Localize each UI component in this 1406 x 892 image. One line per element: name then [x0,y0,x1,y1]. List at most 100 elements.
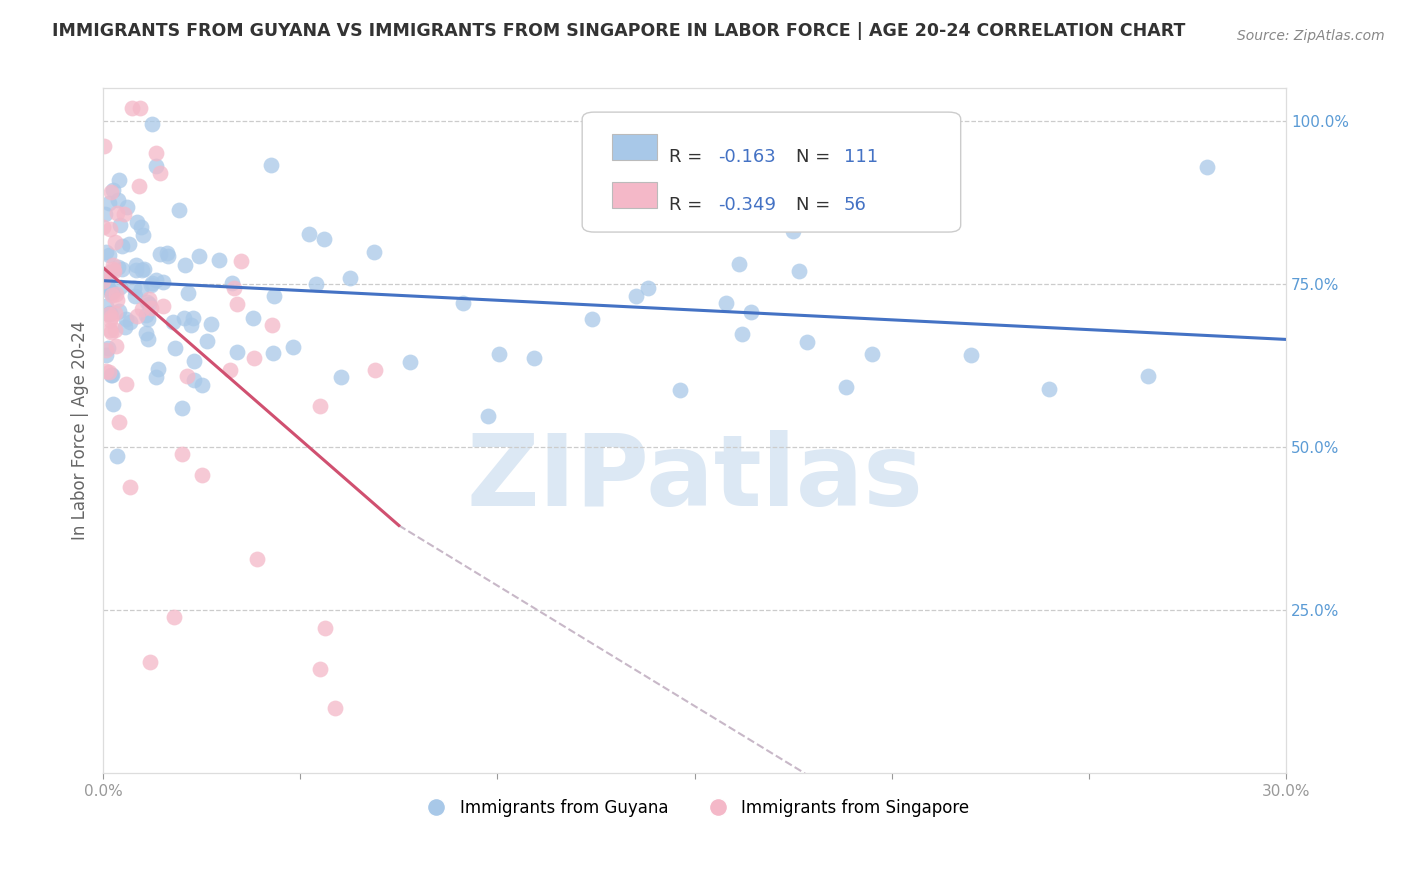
Point [101,285,124,300]
Point [145,273,167,287]
Text: N =: N = [796,148,837,166]
Text: ZIPatlas: ZIPatlas [467,430,922,527]
Point [242,310,264,325]
Point [208,253,231,268]
Point [105,287,128,301]
Point [138,332,160,346]
Point [122,281,145,295]
Point [364,363,387,377]
Point [146,361,169,376]
Point [111,239,134,253]
Point [105,449,128,463]
Point [111,262,134,277]
Point [112,207,135,221]
Point [115,376,138,391]
Point [104,323,127,337]
Point [101,287,124,301]
Point [860,346,883,360]
Point [637,281,659,295]
Point [131,227,153,242]
Point [141,117,163,131]
Point [226,297,249,311]
Point [195,334,218,348]
Point [101,368,124,382]
Point [115,312,138,326]
Text: R =: R = [668,195,707,214]
Point [156,246,179,260]
Point [624,289,647,303]
Point [132,262,155,277]
Point [107,260,129,274]
Point [108,219,131,233]
Point [176,285,198,300]
Point [128,179,150,194]
Point [162,315,184,329]
Point [97,248,120,262]
Text: 56: 56 [844,195,866,214]
Point [91,274,114,288]
Point [138,297,160,311]
Point [91,220,114,235]
Point [105,206,128,220]
Point [96,278,118,293]
Point [305,277,328,291]
Point [136,311,159,326]
Point [100,325,122,339]
Point [107,193,129,207]
Point [100,186,122,200]
Point [298,227,321,241]
Y-axis label: In Labor Force | Age 20-24: In Labor Force | Age 20-24 [72,321,89,541]
Point [183,373,205,387]
Point [139,656,162,670]
Point [145,369,167,384]
Point [263,289,285,303]
Point [219,362,242,376]
Point [127,310,149,324]
Point [399,355,422,369]
Point [339,270,361,285]
Point [330,370,353,384]
Text: N =: N = [796,195,837,214]
Point [135,308,157,322]
Point [135,326,157,341]
Text: R =: R = [668,148,707,166]
Point [176,368,198,383]
Point [98,307,121,321]
Point [226,345,249,359]
Point [309,399,332,413]
Point [108,303,131,318]
Point [523,351,546,365]
Point [121,101,143,115]
Bar [612,182,657,208]
FancyBboxPatch shape [582,112,960,232]
Point [108,173,131,187]
Point [91,277,114,291]
Point [242,351,264,365]
Point [98,195,121,210]
Point [363,245,385,260]
Point [94,245,117,260]
Point [114,319,136,334]
Point [108,280,131,294]
Point [100,368,122,382]
Point [107,415,129,429]
Point [105,293,128,307]
Point [183,354,205,368]
Point [145,146,167,161]
Point [1038,382,1060,396]
Point [118,315,141,329]
Point [173,310,195,325]
Point [787,263,810,277]
Point [139,278,162,293]
Point [581,311,603,326]
Point [477,409,499,423]
Text: Source: ZipAtlas.com: Source: ZipAtlas.com [1237,29,1385,43]
Point [129,220,152,235]
Point [731,327,754,342]
Point [451,296,474,310]
Point [188,249,211,263]
Point [312,232,335,246]
Point [135,294,157,309]
Point [129,282,152,296]
Point [101,183,124,197]
